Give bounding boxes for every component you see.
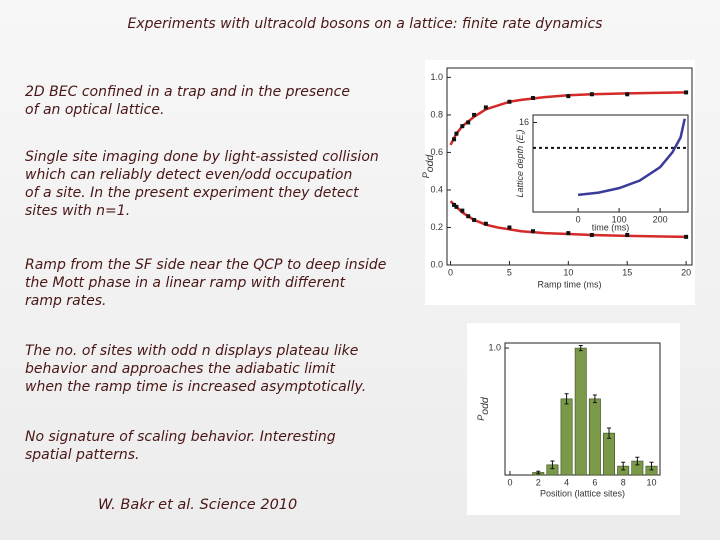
paragraph-line: No signature of scaling behavior. Intere… — [25, 429, 336, 445]
data-point — [466, 214, 471, 219]
x-tick-label: 6 — [592, 477, 597, 487]
data-point — [452, 137, 457, 142]
data-point — [684, 234, 689, 239]
paragraph: 2D BEC confined in a trap and in the pre… — [25, 83, 350, 119]
data-point — [589, 232, 594, 237]
paragraph-line: spatial patterns. — [25, 447, 140, 463]
y-tick-label: 0.0 — [430, 259, 443, 269]
y-axis-label: Podd — [476, 396, 490, 421]
y-tick-label: 0.4 — [430, 184, 443, 194]
paragraph-line: Ramp from the SF side near the QCP to de… — [25, 257, 387, 273]
x-tick-label: 0 — [448, 267, 453, 277]
data-point — [530, 229, 535, 234]
y-axis-label-main: P — [476, 415, 486, 421]
bar — [603, 432, 616, 476]
bar — [588, 398, 601, 476]
data-point — [589, 92, 594, 97]
x-axis-label: Position (lattice sites) — [540, 488, 625, 498]
data-point — [452, 202, 457, 207]
paragraph-line: behavior and approaches the adiabatic li… — [25, 361, 336, 377]
error-bar — [635, 456, 640, 466]
error-bar — [592, 394, 597, 404]
data-point — [530, 96, 535, 101]
data-point — [472, 112, 477, 117]
y-axis-label-end: ) — [515, 130, 525, 134]
x-tick-label: 200 — [653, 214, 668, 224]
citation: W. Bakr et al. Science 2010 — [98, 497, 298, 513]
data-point — [460, 124, 465, 129]
ramp-curve — [577, 118, 686, 197]
error-bar — [536, 470, 541, 475]
y-axis-label-sub: odd — [479, 396, 491, 415]
paragraph-line: when the ramp time is increased asymptot… — [25, 379, 367, 395]
y-tick-label: 0.2 — [430, 222, 443, 232]
paragraph-line: which can reliably detect even/odd occup… — [25, 167, 353, 183]
paragraph: Single site imaging done by light-assist… — [25, 148, 379, 220]
paragraph: No signature of scaling behavior. Intere… — [25, 428, 336, 464]
x-tick-label: 8 — [621, 477, 626, 487]
x-tick-label: 100 — [612, 214, 627, 224]
paragraph-line: ramp rates. — [25, 293, 107, 309]
error-bar — [621, 461, 626, 471]
y-axis-label-sub: odd — [424, 154, 436, 173]
x-tick-label: 15 — [622, 267, 632, 277]
paragraph: The no. of sites with odd n displays pla… — [25, 342, 366, 396]
data-point — [625, 232, 630, 237]
data-point — [507, 225, 512, 230]
x-tick-label: 2 — [536, 477, 541, 487]
paragraph-line: of a site. In the present experiment the… — [25, 185, 359, 201]
paragraph-line: 2D BEC confined in a trap and in the pre… — [25, 84, 350, 100]
y-tick-label: 1.0 — [430, 72, 443, 82]
x-tick-label: 4 — [564, 477, 569, 487]
paragraph-line: Single site imaging done by light-assist… — [25, 149, 379, 165]
data-point — [454, 204, 459, 209]
y-tick-label: 0.8 — [430, 109, 443, 119]
data-point — [454, 131, 459, 136]
data-point — [466, 120, 471, 125]
x-axis-label: Ramp time (ms) — [537, 279, 601, 289]
x-tick-label: 10 — [563, 267, 573, 277]
data-point — [507, 99, 512, 104]
x-tick-label: 20 — [681, 267, 691, 277]
bar — [560, 398, 573, 476]
x-tick-label: 0 — [576, 214, 581, 224]
y-tick-label: 0.6 — [430, 147, 443, 157]
data-point — [566, 94, 571, 99]
paragraph: Ramp from the SF side near the QCP to de… — [25, 256, 386, 310]
y-tick-label: 16 — [519, 117, 529, 127]
paragraph-line: the Mott phase in a linear ramp with dif… — [25, 275, 346, 291]
x-tick-label: 10 — [646, 477, 656, 487]
data-point — [483, 221, 488, 226]
data-point — [566, 231, 571, 236]
bar — [574, 347, 587, 476]
y-axis-label: Podd — [421, 154, 435, 179]
data-point — [472, 217, 477, 222]
y-axis-label: Lattice depth (Er) — [515, 130, 527, 198]
slide-title: Experiments with ultracold bosons on a l… — [127, 16, 603, 32]
x-tick-label: 0 — [507, 477, 512, 487]
error-bar — [607, 427, 612, 439]
paragraph-line: The no. of sites with odd n displays pla… — [25, 343, 359, 359]
y-axis-label-main: P — [421, 172, 431, 178]
data-point — [684, 90, 689, 95]
error-bar — [564, 393, 569, 405]
fit-line — [449, 200, 687, 239]
error-bar — [578, 345, 583, 352]
y-tick-label: 1.0 — [488, 342, 501, 352]
y-axis-label-sub: r — [521, 131, 527, 134]
data-point — [460, 208, 465, 213]
error-bar — [649, 461, 654, 471]
paragraph-line: of an optical lattice. — [25, 102, 165, 118]
data-point — [625, 92, 630, 97]
x-axis-label: time (ms) — [592, 222, 630, 232]
y-axis-label-main: Lattice depth (E — [515, 133, 525, 197]
x-tick-label: 5 — [507, 267, 512, 277]
error-bar — [550, 460, 555, 470]
paragraph-line: sites with n=1. — [25, 203, 131, 219]
data-point — [483, 105, 488, 110]
